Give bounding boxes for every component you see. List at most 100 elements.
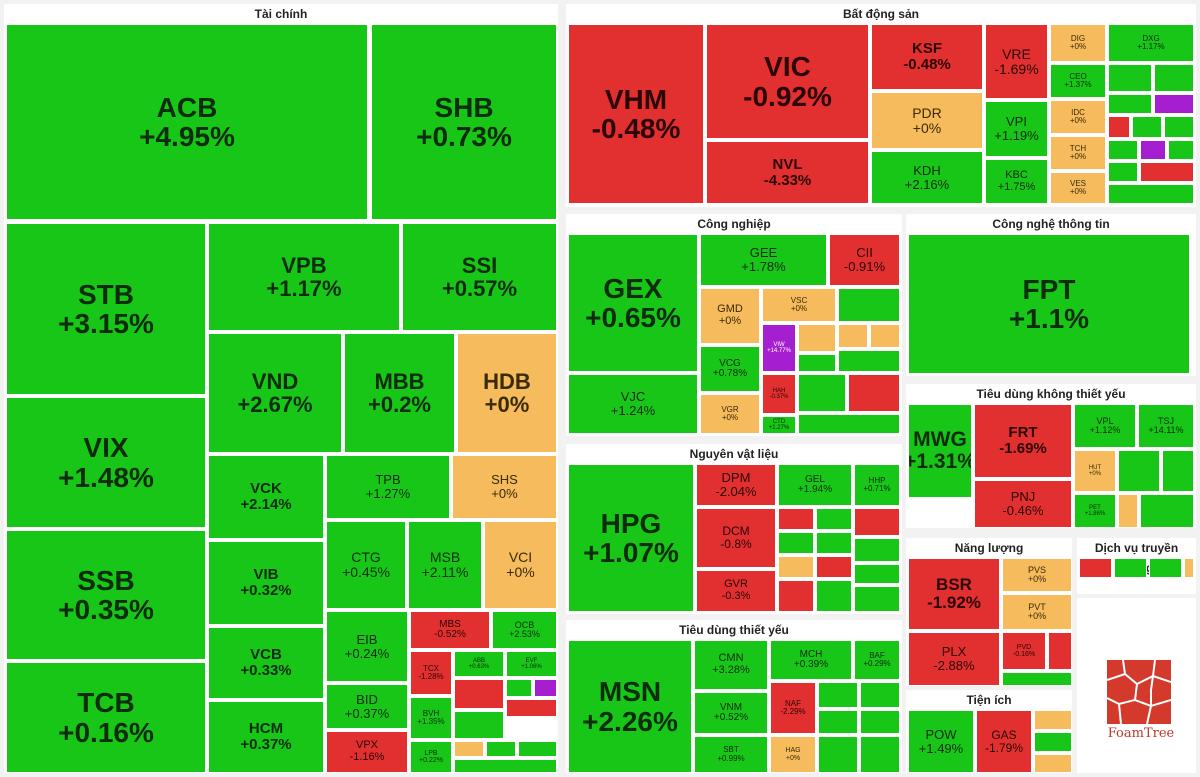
minor-stock-tile[interactable]: [860, 710, 900, 734]
stock-tile-dcm[interactable]: DCM -0.8%: [696, 508, 776, 568]
stock-tile-frt[interactable]: FRT -1.69%: [974, 404, 1072, 478]
minor-stock-tile[interactable]: [506, 699, 557, 717]
stock-tile-vnd[interactable]: VND +2.67%: [208, 333, 342, 453]
stock-tile-dxg[interactable]: DXG +1.17%: [1108, 24, 1194, 62]
minor-stock-tile[interactable]: [848, 374, 900, 412]
stock-tile-tpb[interactable]: TPB +1.27%: [326, 455, 450, 519]
stock-tile-mbb[interactable]: MBB +0.2%: [344, 333, 455, 453]
minor-stock-tile[interactable]: [816, 508, 852, 530]
minor-stock-tile[interactable]: [1149, 558, 1182, 578]
stock-tile-hcm[interactable]: HCM +0.37%: [208, 701, 324, 773]
stock-tile-vpi[interactable]: VPI +1.19%: [985, 101, 1048, 157]
minor-stock-tile[interactable]: [1168, 140, 1194, 160]
stock-tile-gvr[interactable]: GVR -0.3%: [696, 570, 776, 612]
stock-tile-stb[interactable]: STB +3.15%: [6, 223, 206, 395]
stock-tile-mch[interactable]: MCH +0.39%: [770, 640, 852, 680]
minor-stock-tile[interactable]: [1184, 558, 1194, 578]
minor-stock-tile[interactable]: [1154, 64, 1194, 92]
stock-tile-plx[interactable]: PLX -2.88%: [908, 632, 1000, 686]
minor-stock-tile[interactable]: [838, 288, 900, 322]
minor-stock-tile[interactable]: [1002, 672, 1072, 686]
stock-tile-idc[interactable]: IDC +0%: [1050, 100, 1106, 134]
stock-tile-gex[interactable]: GEX +0.65%: [568, 234, 698, 372]
stock-tile-mwg[interactable]: MWG+1.31%: [908, 404, 972, 498]
stock-tile-fpt[interactable]: FPT +1.1%: [908, 234, 1190, 374]
stock-tile-vcg[interactable]: VCG +0.78%: [700, 346, 760, 392]
minor-stock-tile[interactable]: [518, 741, 557, 757]
stock-tile-gmd[interactable]: GMD +0%: [700, 288, 760, 344]
minor-stock-tile[interactable]: [1108, 162, 1138, 182]
minor-stock-tile[interactable]: [798, 324, 836, 352]
stock-tile-dig[interactable]: DIG +0%: [1050, 24, 1106, 62]
stock-tile-sbt[interactable]: SBT +0.99%: [694, 736, 768, 773]
stock-tile-evf[interactable]: EVF +1.06%: [506, 651, 557, 677]
stock-tile-bid[interactable]: BID +0.37%: [326, 684, 408, 729]
stock-tile-vpb[interactable]: VPB +1.17%: [208, 223, 400, 331]
stock-tile-viw[interactable]: VIW +14.77%: [762, 324, 796, 372]
stock-tile-vpl[interactable]: VPL +1.12%: [1074, 404, 1136, 448]
minor-stock-tile[interactable]: [1140, 494, 1194, 528]
stock-tile-vgr[interactable]: VGR +0%: [700, 394, 760, 434]
minor-stock-tile[interactable]: [454, 759, 557, 773]
stock-tile-acb[interactable]: ACB +4.95%: [6, 24, 368, 220]
minor-stock-tile[interactable]: [860, 682, 900, 708]
minor-stock-tile[interactable]: [486, 741, 516, 757]
minor-stock-tile[interactable]: [854, 508, 900, 536]
stock-tile-nvl[interactable]: NVL -4.33%: [706, 141, 869, 204]
minor-stock-tile[interactable]: [1108, 116, 1130, 138]
stock-tile-ctd[interactable]: CTD +1.27%: [762, 416, 796, 434]
stock-tile-pow[interactable]: POW +1.49%: [908, 710, 974, 773]
stock-tile-tcb[interactable]: TCB +0.16%: [6, 662, 206, 773]
minor-stock-tile[interactable]: [854, 538, 900, 562]
minor-stock-tile[interactable]: [1108, 140, 1138, 160]
minor-stock-tile[interactable]: [1034, 732, 1072, 752]
stock-tile-ctg[interactable]: CTG +0.45%: [326, 521, 406, 609]
minor-stock-tile[interactable]: [798, 374, 846, 412]
stock-tile-vcb[interactable]: VCB +0.33%: [208, 627, 324, 699]
stock-tile-hhp[interactable]: HHP +0.71%: [854, 464, 900, 506]
minor-stock-tile[interactable]: [778, 580, 814, 612]
minor-stock-tile[interactable]: [816, 580, 852, 612]
stock-tile-vic[interactable]: VIC -0.92%: [706, 24, 869, 139]
minor-stock-tile[interactable]: [454, 741, 484, 757]
stock-tile-vib[interactable]: VIB +0.32%: [208, 541, 324, 625]
minor-stock-tile[interactable]: [778, 532, 814, 554]
minor-stock-tile[interactable]: [798, 354, 836, 372]
minor-stock-tile[interactable]: [838, 350, 900, 372]
stock-tile-hag[interactable]: HAG +0%: [770, 736, 816, 773]
stock-tile-hdb[interactable]: HDB +0%: [457, 333, 557, 453]
minor-stock-tile[interactable]: [870, 324, 900, 348]
stock-tile-pvd[interactable]: PVD -0.16%: [1002, 632, 1046, 670]
minor-stock-tile[interactable]: [1140, 140, 1166, 160]
minor-stock-tile[interactable]: [838, 324, 868, 348]
stock-tile-gas[interactable]: GAS -1.79%: [976, 710, 1032, 773]
stock-tile-ksf[interactable]: KSF -0.48%: [871, 24, 983, 90]
minor-stock-tile[interactable]: [1108, 94, 1152, 114]
minor-stock-tile[interactable]: [1108, 184, 1194, 204]
stock-tile-tsj[interactable]: TSJ +14.11%: [1138, 404, 1194, 448]
stock-tile-abb[interactable]: ABB +0.63%: [454, 651, 504, 677]
stock-tile-shs[interactable]: SHS +0%: [452, 455, 557, 519]
stock-tile-msn[interactable]: MSN +2.26%: [568, 640, 692, 773]
stock-tile-gee[interactable]: GEE +1.78%: [700, 234, 827, 286]
stock-tile-mbs[interactable]: MBS -0.52%: [410, 611, 490, 649]
minor-stock-tile[interactable]: [1034, 754, 1072, 773]
minor-stock-tile[interactable]: [816, 556, 852, 578]
minor-stock-tile[interactable]: [818, 710, 858, 734]
minor-stock-tile[interactable]: [454, 679, 504, 709]
minor-stock-tile[interactable]: [1108, 64, 1152, 92]
minor-stock-tile[interactable]: [1079, 558, 1112, 578]
stock-tile-vpx[interactable]: VPX -1.16%: [326, 731, 408, 773]
minor-stock-tile[interactable]: [1118, 494, 1138, 528]
minor-stock-tile[interactable]: [818, 682, 858, 708]
stock-tile-cmn[interactable]: CMN +3.28%: [694, 640, 768, 690]
stock-tile-vck[interactable]: VCK +2.14%: [208, 455, 324, 539]
minor-stock-tile[interactable]: [778, 556, 814, 578]
stock-tile-ves[interactable]: VES +0%: [1050, 172, 1106, 204]
stock-tile-bvh[interactable]: BVH +1.35%: [410, 697, 452, 739]
minor-stock-tile[interactable]: [1154, 94, 1194, 114]
minor-stock-tile[interactable]: [778, 508, 814, 530]
stock-tile-dpm[interactable]: DPM -2.04%: [696, 464, 776, 506]
minor-stock-tile[interactable]: [1034, 710, 1072, 730]
minor-stock-tile[interactable]: [1048, 632, 1072, 670]
